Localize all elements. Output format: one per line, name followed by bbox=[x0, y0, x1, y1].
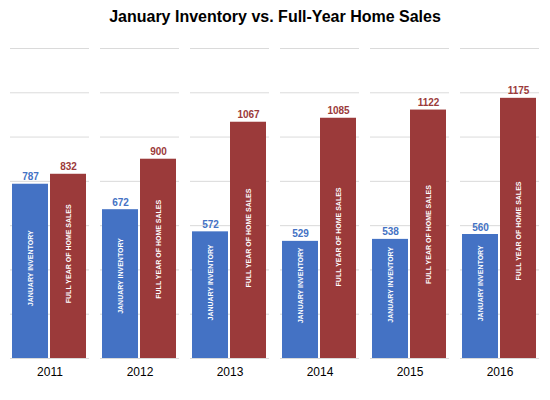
svg-text:JANUARY INVENTORY: JANUARY INVENTORY bbox=[387, 247, 394, 323]
svg-text:672: 672 bbox=[112, 197, 129, 208]
svg-text:FULL YEAR OF HOME SALES: FULL YEAR OF HOME SALES bbox=[515, 181, 522, 280]
svg-text:FULL YEAR OF HOME SALES: FULL YEAR OF HOME SALES bbox=[335, 187, 342, 286]
svg-text:2015: 2015 bbox=[397, 365, 424, 379]
svg-text:FULL YEAR OF HOME SALES: FULL YEAR OF HOME SALES bbox=[425, 185, 432, 284]
svg-text:538: 538 bbox=[382, 226, 399, 237]
html-text:January Inventory vs. Full-Yea: January Inventory vs. Full-Year Home Sal… bbox=[109, 8, 441, 25]
svg-text:1085: 1085 bbox=[327, 105, 350, 116]
svg-text:2011: 2011 bbox=[37, 365, 63, 379]
svg-text:2016: 2016 bbox=[487, 365, 514, 379]
svg-text:900: 900 bbox=[150, 146, 167, 157]
svg-text:FULL YEAR OF HOME SALES: FULL YEAR OF HOME SALES bbox=[155, 199, 162, 298]
svg-text:JANUARY INVENTORY: JANUARY INVENTORY bbox=[117, 238, 124, 314]
svg-text:2012: 2012 bbox=[127, 365, 154, 379]
svg-text:832: 832 bbox=[60, 161, 77, 172]
svg-text:529: 529 bbox=[292, 228, 309, 239]
svg-text:JANUARY INVENTORY: JANUARY INVENTORY bbox=[477, 245, 484, 321]
svg-text:2013: 2013 bbox=[217, 365, 244, 379]
svg-text:1122: 1122 bbox=[418, 97, 440, 108]
svg-text:JANUARY INVENTORY: JANUARY INVENTORY bbox=[297, 247, 304, 323]
svg-text:JANUARY INVENTORY: JANUARY INVENTORY bbox=[27, 230, 34, 306]
svg-text:1175: 1175 bbox=[508, 85, 530, 96]
svg-text:2014: 2014 bbox=[307, 365, 334, 379]
svg-text:JANUARY INVENTORY: JANUARY INVENTORY bbox=[207, 244, 214, 320]
svg-text:560: 560 bbox=[472, 222, 489, 233]
svg-text:572: 572 bbox=[202, 219, 219, 230]
svg-text:FULL YEAR OF HOME SALES: FULL YEAR OF HOME SALES bbox=[245, 188, 252, 287]
svg-text:FULL YEAR OF HOME SALES: FULL YEAR OF HOME SALES bbox=[65, 204, 72, 303]
svg-text:787: 787 bbox=[22, 171, 39, 182]
svg-text:1067: 1067 bbox=[237, 109, 260, 120]
